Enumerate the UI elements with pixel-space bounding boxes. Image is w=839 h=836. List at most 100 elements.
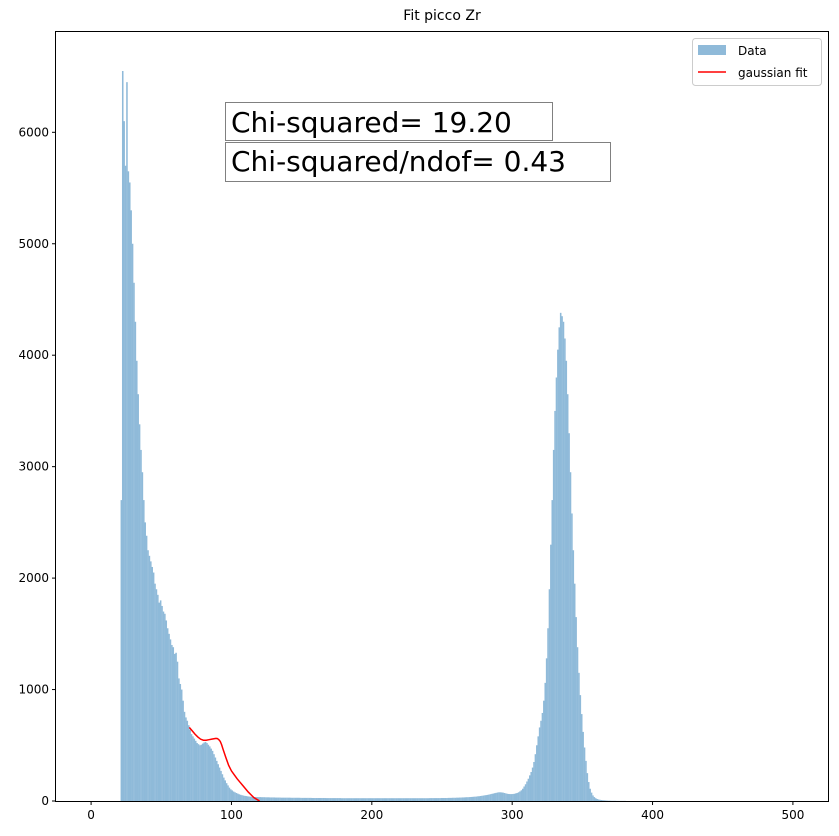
histogram-bar — [224, 780, 226, 801]
histogram-bar — [484, 795, 486, 801]
histogram-bar — [258, 797, 260, 801]
histogram-bar — [357, 798, 360, 801]
x-tick-label: 100 — [220, 808, 243, 822]
histogram-bar — [193, 738, 196, 801]
histogram-bar — [350, 798, 353, 801]
histogram-bar — [468, 797, 471, 801]
histogram-bar — [143, 500, 145, 801]
histogram-bar — [383, 798, 385, 801]
histogram-bar — [446, 797, 448, 801]
plot-frame — [55, 31, 829, 802]
histogram-bar — [200, 744, 203, 801]
histogram-bar — [148, 555, 151, 801]
histogram-bar — [442, 797, 444, 801]
histogram-bar — [281, 797, 284, 801]
histogram-bar — [555, 377, 558, 801]
histogram-bar — [335, 798, 337, 801]
histogram-bar — [204, 741, 207, 801]
histogram-bar — [392, 798, 395, 801]
histogram-bar — [168, 633, 170, 801]
histogram-bar — [388, 798, 391, 801]
histogram-bar — [207, 744, 210, 801]
histogram-bar — [561, 316, 563, 801]
histogram-bar — [311, 797, 314, 801]
histogram-bar — [242, 795, 245, 801]
histogram-bar — [465, 797, 468, 801]
histogram-bar — [267, 797, 270, 801]
histogram-bar — [457, 797, 459, 801]
y-tick-label: 4000 — [18, 348, 49, 362]
histogram-bar — [523, 786, 525, 801]
histogram-bar — [434, 798, 437, 801]
histogram-bar — [512, 793, 514, 801]
histogram-bar — [395, 798, 398, 801]
histogram-bar — [206, 743, 208, 801]
histogram-bar — [513, 793, 516, 801]
x-tick-label: 400 — [641, 808, 664, 822]
histogram-bar — [378, 798, 381, 801]
histogram-bar — [190, 734, 193, 801]
histogram-bar — [120, 500, 123, 801]
histogram-bar — [331, 798, 333, 801]
histogram-bar — [272, 797, 274, 801]
histogram-bar — [300, 797, 302, 801]
histogram-bar — [241, 795, 243, 801]
x-tick-label: 300 — [501, 808, 524, 822]
histogram-bar — [531, 767, 534, 801]
histogram-bar — [172, 647, 175, 801]
histogram-bar — [371, 798, 374, 801]
histogram-bar — [486, 794, 489, 801]
histogram-bar — [151, 566, 153, 801]
histogram-bar — [568, 433, 570, 801]
histogram-bar — [467, 797, 469, 801]
histogram-bar — [404, 798, 406, 801]
histogram-bar — [564, 338, 566, 801]
histogram-bar — [470, 796, 472, 801]
histogram-bar — [269, 797, 271, 801]
y-tick-label: 6000 — [18, 125, 49, 139]
chart-title: Fit picco Zr — [403, 8, 481, 24]
histogram-bar — [398, 798, 401, 801]
histogram-bar — [301, 797, 304, 801]
histogram-bar — [127, 171, 130, 801]
histogram-bar — [210, 748, 212, 801]
histogram-bar — [454, 797, 457, 801]
histogram-bar — [492, 793, 495, 801]
histogram-bar — [333, 798, 336, 801]
histogram-bar — [169, 639, 172, 801]
histogram-bars — [120, 71, 627, 802]
histogram-bar — [485, 795, 488, 801]
histogram-bar — [474, 796, 476, 801]
histogram-bar — [359, 798, 361, 801]
axes — [55, 31, 829, 802]
histogram-bar — [550, 544, 552, 801]
histogram-bar — [141, 472, 144, 801]
histogram-bar — [499, 792, 502, 801]
histogram-bar — [545, 658, 548, 801]
histogram-bar — [284, 797, 287, 801]
histogram-bar — [123, 121, 125, 801]
histogram-bar — [352, 798, 354, 801]
histogram-bar — [376, 798, 378, 801]
histogram-bar — [308, 797, 311, 801]
histogram-bar — [166, 628, 169, 801]
histogram-bar — [580, 714, 583, 801]
histogram-bar — [171, 644, 173, 801]
histogram-bar — [340, 798, 343, 801]
histogram-bar — [582, 731, 584, 801]
legend: Data gaussian fit — [692, 38, 822, 86]
histogram-bar — [235, 792, 238, 801]
histogram-bar — [273, 797, 276, 801]
histogram-bar — [514, 793, 517, 801]
histogram-bar — [157, 594, 159, 801]
histogram-bar — [394, 798, 396, 801]
histogram-bar — [502, 792, 504, 801]
histogram-bar — [571, 513, 573, 801]
histogram-bar — [456, 797, 458, 801]
histogram-bar — [604, 800, 607, 801]
histogram-bar — [374, 798, 377, 801]
histogram-bar — [586, 773, 589, 801]
histogram-bar — [507, 793, 510, 801]
histogram-bar — [147, 550, 149, 801]
